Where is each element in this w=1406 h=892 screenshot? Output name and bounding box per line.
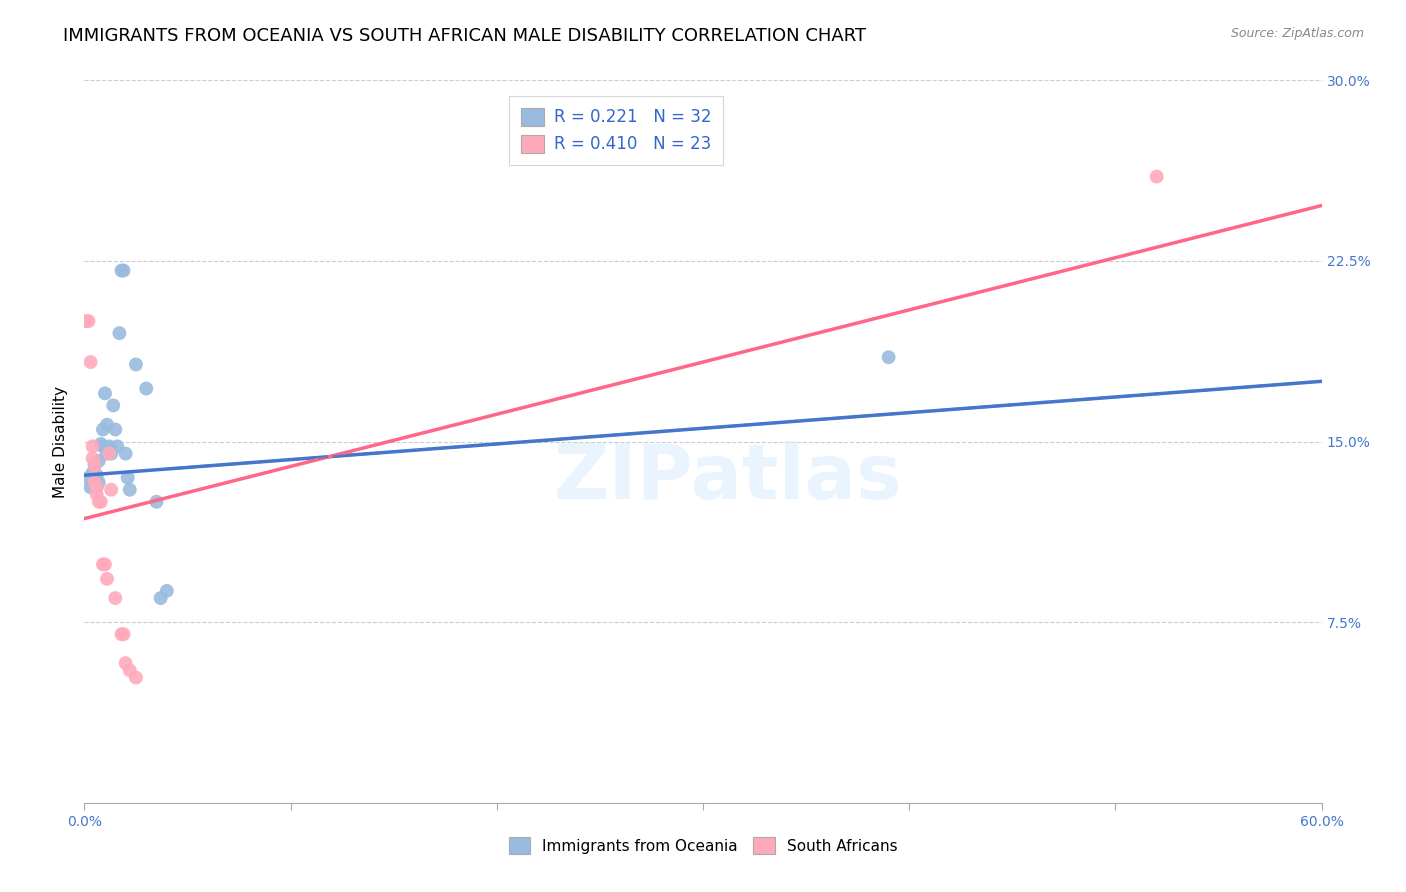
Point: [83, 478, 105, 492]
Point: [87, 454, 110, 468]
Point: [110, 263, 132, 277]
Text: Source: ZipAtlas.com: Source: ZipAtlas.com: [1230, 27, 1364, 40]
Point: [149, 591, 172, 605]
Point: [91, 422, 114, 436]
Point: [86, 480, 108, 494]
Point: [87, 475, 110, 490]
Point: [112, 627, 135, 641]
Point: [125, 671, 148, 685]
Point: [96, 572, 118, 586]
Point: [79, 480, 101, 494]
Point: [1146, 169, 1168, 184]
Point: [90, 494, 112, 508]
Point: [103, 398, 125, 412]
Point: [135, 382, 157, 396]
Point: [108, 326, 131, 340]
Point: [114, 446, 136, 460]
Point: [91, 439, 114, 453]
Point: [87, 494, 110, 508]
Point: [105, 439, 128, 453]
Point: [117, 470, 139, 484]
Point: [118, 664, 141, 678]
Point: [82, 466, 104, 480]
Point: [82, 451, 104, 466]
Point: [86, 480, 108, 494]
Point: [877, 350, 900, 364]
Point: [104, 422, 127, 436]
Point: [100, 483, 122, 497]
Point: [156, 583, 179, 598]
Point: [104, 591, 127, 605]
Point: [112, 263, 135, 277]
Point: [77, 470, 100, 484]
Point: [100, 446, 122, 460]
Point: [118, 483, 141, 497]
Point: [125, 358, 148, 372]
Point: [94, 386, 117, 401]
Point: [110, 627, 132, 641]
Text: IMMIGRANTS FROM OCEANIA VS SOUTH AFRICAN MALE DISABILITY CORRELATION CHART: IMMIGRANTS FROM OCEANIA VS SOUTH AFRICAN…: [63, 27, 866, 45]
Point: [98, 439, 121, 453]
Point: [86, 468, 108, 483]
Point: [114, 656, 136, 670]
Point: [83, 458, 105, 473]
Y-axis label: Male Disability: Male Disability: [53, 385, 69, 498]
Point: [83, 475, 105, 490]
Point: [75, 314, 97, 328]
Point: [145, 494, 167, 508]
Point: [98, 446, 121, 460]
Point: [96, 446, 118, 460]
Point: [86, 487, 108, 501]
Point: [77, 314, 100, 328]
Point: [96, 417, 118, 432]
Text: ZIPatlas: ZIPatlas: [554, 441, 903, 515]
Point: [94, 558, 117, 572]
Point: [83, 458, 105, 473]
Point: [91, 558, 114, 572]
Point: [90, 437, 112, 451]
Legend: Immigrants from Oceania, South Africans: Immigrants from Oceania, South Africans: [502, 831, 904, 860]
Point: [82, 439, 104, 453]
Point: [79, 355, 101, 369]
